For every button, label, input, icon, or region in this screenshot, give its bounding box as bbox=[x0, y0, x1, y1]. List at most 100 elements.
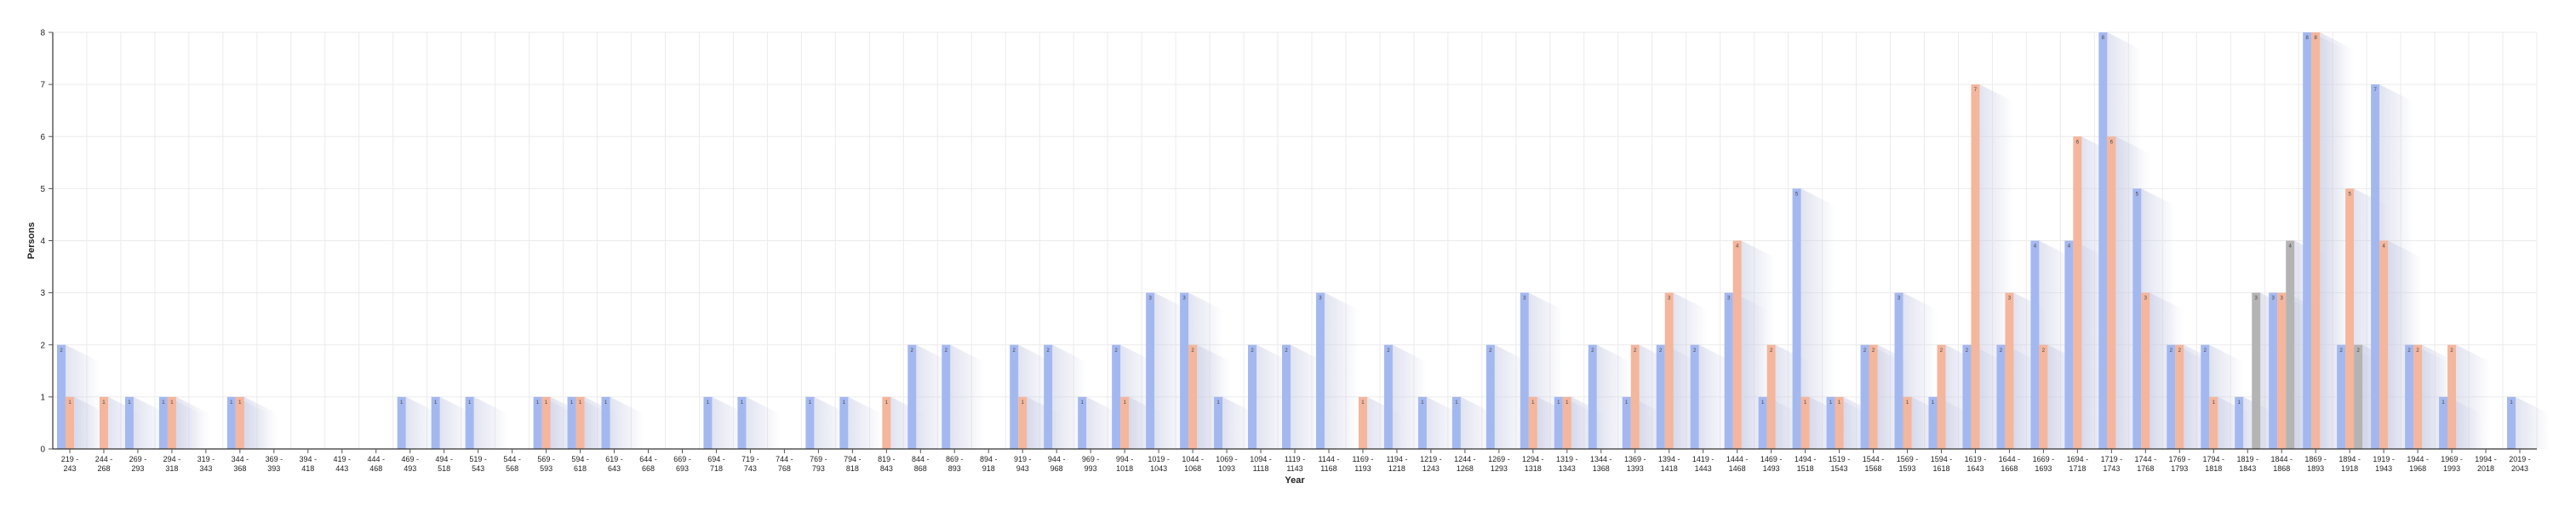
bar-value-label: 1 bbox=[570, 400, 574, 406]
bar bbox=[2439, 396, 2448, 449]
bar-value-label: 1 bbox=[536, 400, 540, 406]
x-tick-label-end: 1793 bbox=[2171, 464, 2188, 473]
x-tick-label: 544 - bbox=[503, 455, 521, 463]
bar-value-label: 4 bbox=[2034, 244, 2037, 250]
y-tick-label: 5 bbox=[40, 185, 45, 194]
x-tick-label-end: 1493 bbox=[1763, 464, 1780, 473]
x-tick-label: 669 - bbox=[673, 455, 691, 463]
bar bbox=[2030, 240, 2040, 449]
bar bbox=[2303, 32, 2312, 449]
bar bbox=[1766, 344, 1776, 449]
bar bbox=[124, 396, 134, 449]
bar-value-label: 1 bbox=[468, 400, 472, 406]
bar-shadow bbox=[2456, 344, 2491, 449]
x-tick-label: 1569 - bbox=[1897, 455, 1919, 463]
x-tick-label: 1644 - bbox=[1999, 455, 2021, 463]
x-tick-label-end: 1868 bbox=[2273, 464, 2290, 473]
x-tick-label-end: 1018 bbox=[1116, 464, 1133, 473]
bar-value-label: 1 bbox=[1625, 400, 1629, 406]
bar-value-label: 7 bbox=[1974, 88, 1978, 93]
x-tick-label-end: 1118 bbox=[1253, 464, 1269, 473]
x-tick-label-end: 243 bbox=[63, 464, 76, 473]
bar bbox=[1120, 396, 1130, 449]
bar bbox=[1800, 396, 1810, 449]
bar bbox=[1180, 292, 1189, 449]
y-tick-label: 2 bbox=[40, 341, 45, 350]
x-tick-label: 344 - bbox=[232, 455, 249, 463]
bar bbox=[1528, 396, 1537, 449]
x-tick-label: 1319 - bbox=[1556, 455, 1578, 463]
x-tick-label-end: 1093 bbox=[1218, 464, 1235, 473]
x-tick-label-end: 1968 bbox=[2409, 464, 2426, 473]
bar bbox=[2345, 188, 2355, 449]
x-tick-label: 1044 - bbox=[1182, 455, 1204, 463]
x-tick-label: 1869 - bbox=[2304, 455, 2327, 463]
bar-value-label: 5 bbox=[2136, 192, 2139, 197]
bar bbox=[56, 344, 66, 449]
x-tick-label: 369 - bbox=[266, 455, 283, 463]
bar-value-label: 1 bbox=[128, 400, 131, 406]
x-tick-label-end: 1418 bbox=[1661, 464, 1678, 473]
x-tick-label: 1519 - bbox=[1829, 455, 1851, 463]
x-tick-label: 1844 - bbox=[2270, 455, 2293, 463]
x-tick-label-end: 343 bbox=[199, 464, 212, 473]
bar-value-label: 3 bbox=[2272, 296, 2275, 302]
x-tick-label-end: 418 bbox=[301, 464, 314, 473]
bar bbox=[1971, 84, 1980, 449]
bar-value-label: 4 bbox=[2068, 244, 2071, 250]
x-tick-label: 1194 - bbox=[1386, 455, 1407, 463]
bar-value-label: 1 bbox=[809, 400, 812, 406]
x-tick-label-end: 1543 bbox=[1831, 464, 1848, 473]
bar bbox=[1656, 344, 1665, 449]
x-tick-label: 1594 - bbox=[1931, 455, 1953, 463]
x-tick-label-end: 543 bbox=[472, 464, 484, 473]
bar-value-label: 2 bbox=[1591, 348, 1594, 354]
x-tick-label: 1469 - bbox=[1760, 455, 1783, 463]
bar-value-label: 3 bbox=[1898, 296, 1901, 302]
bar bbox=[1358, 396, 1367, 449]
x-tick-label-end: 1843 bbox=[2239, 464, 2256, 473]
bar bbox=[1485, 344, 1495, 449]
bar-value-label: 1 bbox=[1804, 400, 1807, 406]
bar-value-label: 3 bbox=[1523, 296, 1526, 302]
y-tick-label: 8 bbox=[40, 29, 45, 38]
bar-value-label: 1 bbox=[1022, 400, 1025, 406]
x-tick-label-end: 1318 bbox=[1525, 464, 1542, 473]
bar-value-label: 3 bbox=[1727, 296, 1731, 302]
bar-value-label: 1 bbox=[1761, 400, 1765, 406]
bar bbox=[2311, 32, 2321, 449]
bar bbox=[1622, 396, 1631, 449]
bar bbox=[2167, 344, 2176, 449]
bar bbox=[737, 396, 747, 449]
x-tick-label: 619 - bbox=[605, 455, 623, 463]
bar-shadow bbox=[473, 396, 508, 449]
x-axis-title: Year bbox=[1285, 475, 1305, 486]
bar bbox=[2141, 292, 2150, 449]
bar-value-label: 1 bbox=[707, 400, 710, 406]
x-tick-label-end: 618 bbox=[574, 464, 587, 473]
x-tick-label-end: 468 bbox=[369, 464, 382, 473]
bar bbox=[1018, 396, 1028, 449]
x-tick-label-end: 1243 bbox=[1423, 464, 1440, 473]
bar-value-label: 2 bbox=[1659, 348, 1663, 354]
bar bbox=[1664, 292, 1674, 449]
bar bbox=[1758, 396, 1767, 449]
y-tick-label: 0 bbox=[40, 446, 45, 455]
bar bbox=[1588, 344, 1597, 449]
x-tick-label: 1444 - bbox=[1726, 455, 1749, 463]
bar bbox=[2413, 344, 2423, 449]
bar bbox=[2235, 396, 2244, 449]
bar bbox=[1860, 344, 1869, 449]
y-ticks: 0 1 2 3 4 5 6 7 8 bbox=[40, 29, 53, 455]
x-tick-label: 894 - bbox=[980, 455, 998, 463]
bar bbox=[1044, 344, 1053, 449]
bar bbox=[1146, 292, 1155, 449]
bar bbox=[1282, 344, 1291, 449]
x-tick-label: 944 - bbox=[1048, 455, 1066, 463]
x-tick-label-end: 1743 bbox=[2103, 464, 2120, 473]
bar bbox=[2209, 396, 2218, 449]
bar bbox=[2252, 292, 2261, 449]
bar bbox=[2098, 32, 2108, 449]
x-tick-label-end: 668 bbox=[642, 464, 655, 473]
